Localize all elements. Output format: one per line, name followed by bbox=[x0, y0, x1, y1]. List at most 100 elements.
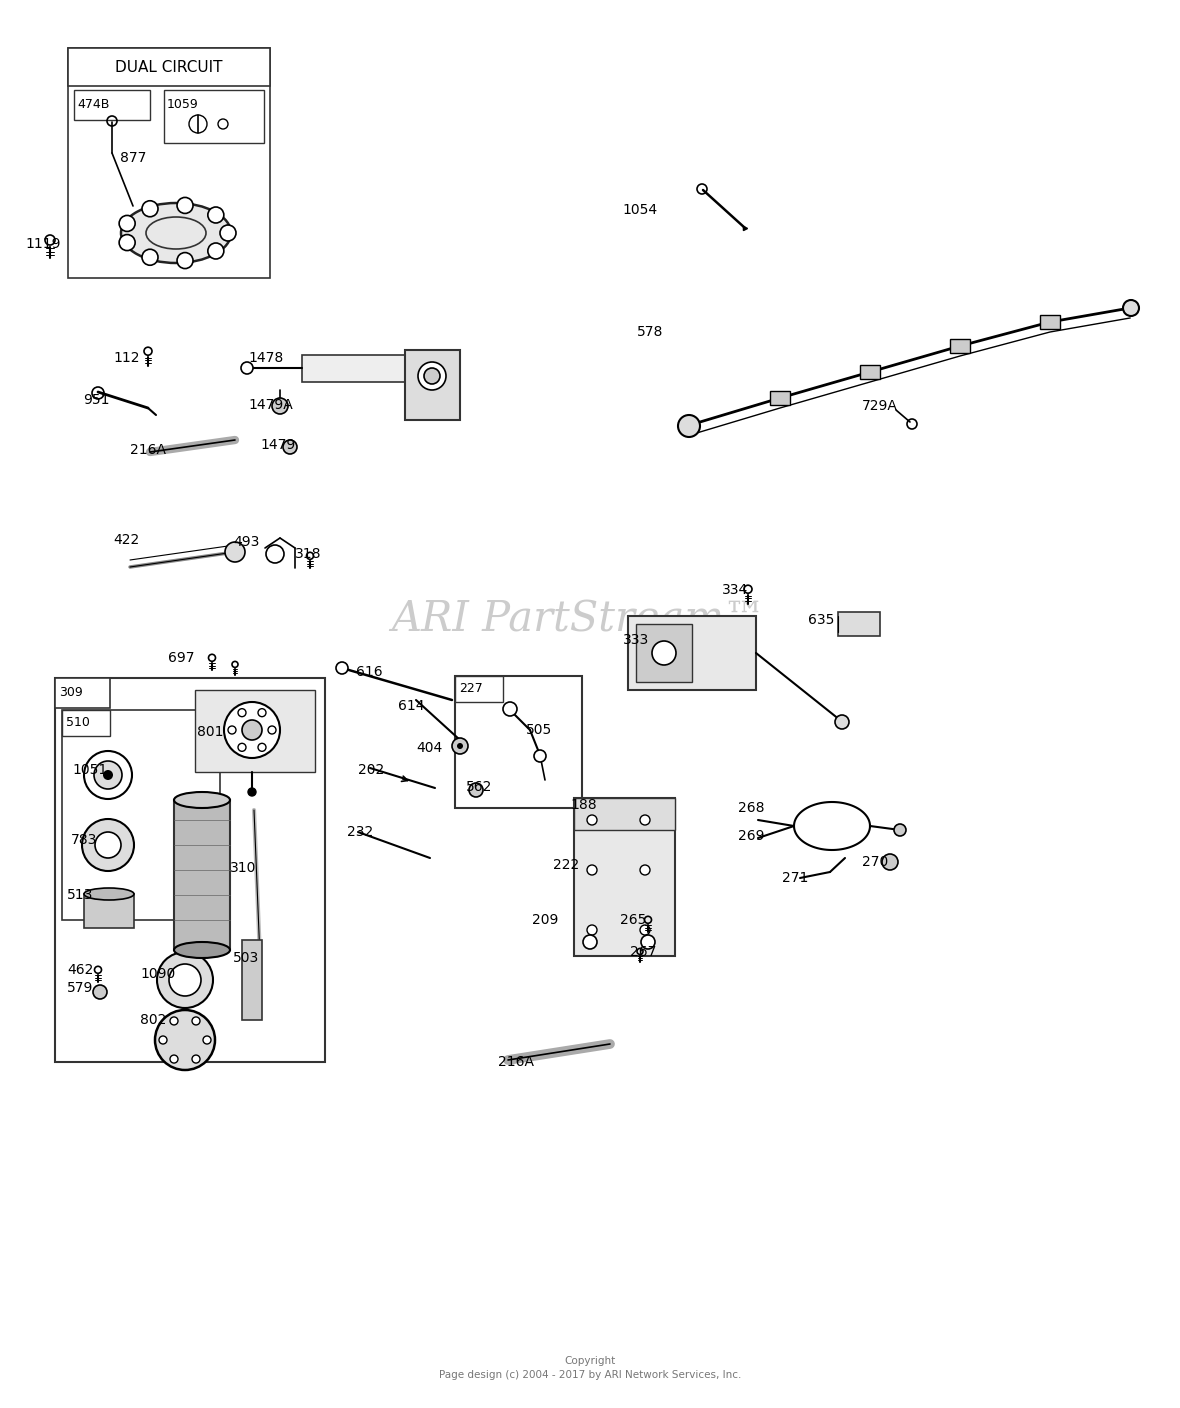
Circle shape bbox=[228, 727, 236, 734]
Circle shape bbox=[586, 815, 597, 825]
Text: 513: 513 bbox=[67, 888, 93, 903]
Circle shape bbox=[123, 852, 131, 860]
Text: 802: 802 bbox=[140, 1012, 166, 1026]
Circle shape bbox=[157, 952, 214, 1008]
Circle shape bbox=[457, 743, 463, 749]
Circle shape bbox=[170, 1055, 178, 1063]
Text: 474B: 474B bbox=[77, 99, 110, 111]
Circle shape bbox=[96, 832, 122, 857]
Text: 697: 697 bbox=[168, 650, 195, 665]
Bar bbox=[242, 941, 262, 1019]
Circle shape bbox=[157, 976, 165, 984]
Text: 267: 267 bbox=[630, 945, 656, 959]
Text: 729A: 729A bbox=[863, 398, 898, 413]
FancyBboxPatch shape bbox=[860, 365, 880, 379]
Circle shape bbox=[81, 819, 135, 872]
Circle shape bbox=[678, 415, 700, 436]
Bar bbox=[173, 800, 230, 950]
Text: 635: 635 bbox=[808, 612, 834, 627]
Ellipse shape bbox=[122, 203, 231, 263]
Circle shape bbox=[208, 244, 224, 259]
Circle shape bbox=[142, 201, 158, 217]
Circle shape bbox=[894, 824, 906, 836]
Text: 334: 334 bbox=[722, 583, 748, 597]
Ellipse shape bbox=[173, 791, 230, 808]
Circle shape bbox=[241, 362, 253, 375]
FancyBboxPatch shape bbox=[950, 339, 970, 353]
Circle shape bbox=[203, 1036, 211, 1043]
Bar bbox=[405, 351, 460, 420]
Circle shape bbox=[169, 997, 177, 1005]
Circle shape bbox=[535, 750, 546, 762]
Circle shape bbox=[192, 1055, 199, 1063]
Text: 877: 877 bbox=[120, 151, 146, 165]
Circle shape bbox=[160, 988, 169, 995]
Circle shape bbox=[126, 841, 135, 849]
Text: 318: 318 bbox=[295, 546, 321, 560]
Circle shape bbox=[177, 197, 194, 214]
Text: DUAL CIRCUIT: DUAL CIRCUIT bbox=[116, 59, 223, 75]
Text: 227: 227 bbox=[459, 683, 483, 696]
Circle shape bbox=[640, 925, 650, 935]
Bar bbox=[63, 710, 219, 919]
Circle shape bbox=[81, 841, 90, 849]
Bar bbox=[164, 90, 264, 144]
Circle shape bbox=[273, 398, 288, 414]
Circle shape bbox=[583, 935, 597, 949]
Text: 1051: 1051 bbox=[72, 763, 107, 777]
Circle shape bbox=[84, 750, 132, 798]
Circle shape bbox=[104, 863, 112, 872]
Text: 1054: 1054 bbox=[622, 203, 657, 217]
Circle shape bbox=[177, 252, 194, 269]
Circle shape bbox=[640, 815, 650, 825]
Text: 112: 112 bbox=[113, 351, 139, 365]
Circle shape bbox=[835, 715, 848, 729]
Circle shape bbox=[424, 367, 440, 384]
Text: 404: 404 bbox=[417, 741, 442, 755]
Text: 1090: 1090 bbox=[140, 967, 176, 981]
Text: 462: 462 bbox=[67, 963, 93, 977]
Bar bbox=[636, 624, 691, 681]
Circle shape bbox=[242, 719, 262, 741]
Circle shape bbox=[93, 822, 101, 829]
Circle shape bbox=[224, 703, 280, 758]
Text: 222: 222 bbox=[553, 857, 579, 872]
Circle shape bbox=[202, 964, 210, 972]
FancyBboxPatch shape bbox=[1040, 315, 1060, 329]
Circle shape bbox=[169, 955, 177, 963]
Circle shape bbox=[142, 249, 158, 265]
Circle shape bbox=[114, 822, 123, 829]
Text: 333: 333 bbox=[623, 634, 649, 648]
Circle shape bbox=[194, 997, 201, 1005]
Text: 493: 493 bbox=[232, 535, 260, 549]
Text: 265: 265 bbox=[620, 912, 647, 926]
Bar bbox=[74, 90, 150, 120]
Circle shape bbox=[248, 788, 256, 796]
Text: 270: 270 bbox=[863, 855, 889, 869]
Circle shape bbox=[266, 545, 284, 563]
Text: 614: 614 bbox=[398, 698, 425, 712]
Text: 310: 310 bbox=[230, 862, 256, 874]
Bar bbox=[195, 690, 315, 772]
FancyBboxPatch shape bbox=[771, 391, 789, 406]
Circle shape bbox=[85, 852, 93, 860]
Bar bbox=[573, 798, 675, 956]
Bar bbox=[68, 48, 270, 86]
Ellipse shape bbox=[173, 942, 230, 957]
Circle shape bbox=[104, 819, 112, 826]
Bar bbox=[455, 676, 503, 703]
Bar bbox=[455, 676, 582, 808]
Text: 505: 505 bbox=[526, 722, 552, 736]
Circle shape bbox=[238, 743, 245, 752]
Text: 1479A: 1479A bbox=[248, 398, 293, 413]
Circle shape bbox=[192, 1017, 199, 1025]
Text: 503: 503 bbox=[232, 950, 260, 964]
Circle shape bbox=[181, 952, 189, 960]
Circle shape bbox=[641, 935, 655, 949]
Circle shape bbox=[114, 860, 123, 869]
Text: 1478: 1478 bbox=[248, 351, 283, 365]
Ellipse shape bbox=[84, 888, 135, 900]
Circle shape bbox=[586, 865, 597, 874]
Circle shape bbox=[159, 1036, 168, 1043]
Text: 269: 269 bbox=[738, 829, 765, 843]
